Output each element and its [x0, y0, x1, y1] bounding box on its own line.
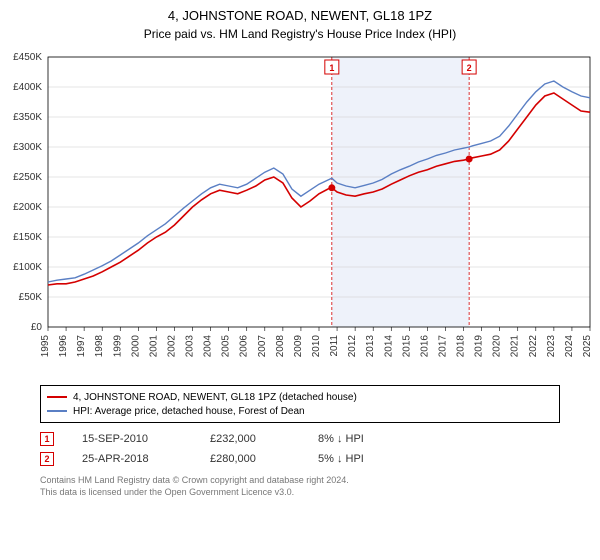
legend-swatch — [47, 410, 67, 412]
svg-text:1998: 1998 — [94, 335, 105, 358]
svg-text:£100K: £100K — [13, 262, 42, 273]
sales-table: 1 15-SEP-2010 £232,000 8% ↓ HPI 2 25-APR-2018… — [40, 429, 560, 469]
line-chart: £0 £50K £100K £150K £200K £250K £300K £350K £400… — [0, 47, 600, 377]
svg-text:2005: 2005 — [221, 335, 232, 358]
page-title: 4, JOHNSTONE ROAD, NEWENT, GL18 1PZ — [0, 0, 600, 23]
svg-text:2022: 2022 — [528, 335, 539, 358]
legend-row: HPI: Average price, detached house, Fore… — [47, 404, 553, 418]
svg-text:£450K: £450K — [13, 52, 42, 63]
legend: 4, JOHNSTONE ROAD, NEWENT, GL18 1PZ (det… — [40, 385, 560, 423]
svg-text:2025: 2025 — [582, 335, 593, 358]
svg-text:2017: 2017 — [437, 335, 448, 358]
svg-text:2020: 2020 — [492, 335, 503, 358]
svg-text:2003: 2003 — [185, 335, 196, 358]
svg-text:1996: 1996 — [58, 335, 69, 358]
svg-text:2024: 2024 — [564, 335, 575, 358]
svg-text:£350K: £350K — [13, 112, 42, 123]
svg-text:1: 1 — [329, 63, 334, 73]
svg-text:2014: 2014 — [383, 335, 394, 358]
svg-text:2012: 2012 — [347, 335, 358, 358]
svg-text:1995: 1995 — [40, 335, 51, 358]
legend-label: 4, JOHNSTONE ROAD, NEWENT, GL18 1PZ (det… — [73, 392, 357, 403]
svg-text:2021: 2021 — [510, 335, 521, 358]
svg-text:£50K: £50K — [19, 292, 43, 303]
footer-line1: Contains HM Land Registry data © Crown c… — [40, 475, 560, 487]
row-price: £232,000 — [210, 433, 290, 445]
row-date: 15-SEP-2010 — [82, 433, 182, 445]
row-key: 1 — [40, 432, 54, 446]
row-key: 2 — [40, 452, 54, 466]
svg-text:2007: 2007 — [257, 335, 268, 358]
svg-text:2008: 2008 — [275, 335, 286, 358]
svg-text:£300K: £300K — [13, 142, 42, 153]
row-diff: 5% ↓ HPI — [318, 453, 364, 465]
svg-text:2015: 2015 — [401, 335, 412, 358]
svg-text:2000: 2000 — [130, 335, 141, 358]
svg-text:1997: 1997 — [76, 335, 87, 358]
svg-text:2002: 2002 — [166, 335, 177, 358]
svg-text:1999: 1999 — [112, 335, 123, 358]
svg-text:2004: 2004 — [203, 335, 214, 358]
svg-text:2018: 2018 — [456, 335, 467, 358]
chart-container: £0 £50K £100K £150K £200K £250K £300K £350K £400… — [0, 47, 600, 377]
table-row: 1 15-SEP-2010 £232,000 8% ↓ HPI — [40, 429, 560, 449]
footer-line2: This data is licensed under the Open Gov… — [40, 487, 560, 499]
row-date: 25-APR-2018 — [82, 453, 182, 465]
legend-label: HPI: Average price, detached house, Fore… — [73, 406, 305, 417]
footer: Contains HM Land Registry data © Crown c… — [40, 475, 560, 498]
svg-text:2016: 2016 — [419, 335, 430, 358]
svg-text:2013: 2013 — [365, 335, 376, 358]
svg-text:£0: £0 — [31, 322, 43, 333]
page-subtitle: Price paid vs. HM Land Registry's House … — [0, 23, 600, 47]
svg-text:2009: 2009 — [293, 335, 304, 358]
svg-text:2: 2 — [467, 63, 472, 73]
svg-text:£250K: £250K — [13, 172, 42, 183]
row-price: £280,000 — [210, 453, 290, 465]
row-diff: 8% ↓ HPI — [318, 433, 364, 445]
svg-text:2011: 2011 — [329, 335, 340, 357]
svg-text:2001: 2001 — [148, 335, 159, 358]
table-row: 2 25-APR-2018 £280,000 5% ↓ HPI — [40, 449, 560, 469]
svg-text:2006: 2006 — [239, 335, 250, 358]
svg-text:2019: 2019 — [474, 335, 485, 358]
legend-row: 4, JOHNSTONE ROAD, NEWENT, GL18 1PZ (det… — [47, 390, 553, 404]
svg-text:£400K: £400K — [13, 82, 42, 93]
legend-swatch — [47, 396, 67, 398]
svg-text:£150K: £150K — [13, 232, 42, 243]
svg-text:2010: 2010 — [311, 335, 322, 358]
svg-text:2023: 2023 — [546, 335, 557, 358]
svg-text:£200K: £200K — [13, 202, 42, 213]
